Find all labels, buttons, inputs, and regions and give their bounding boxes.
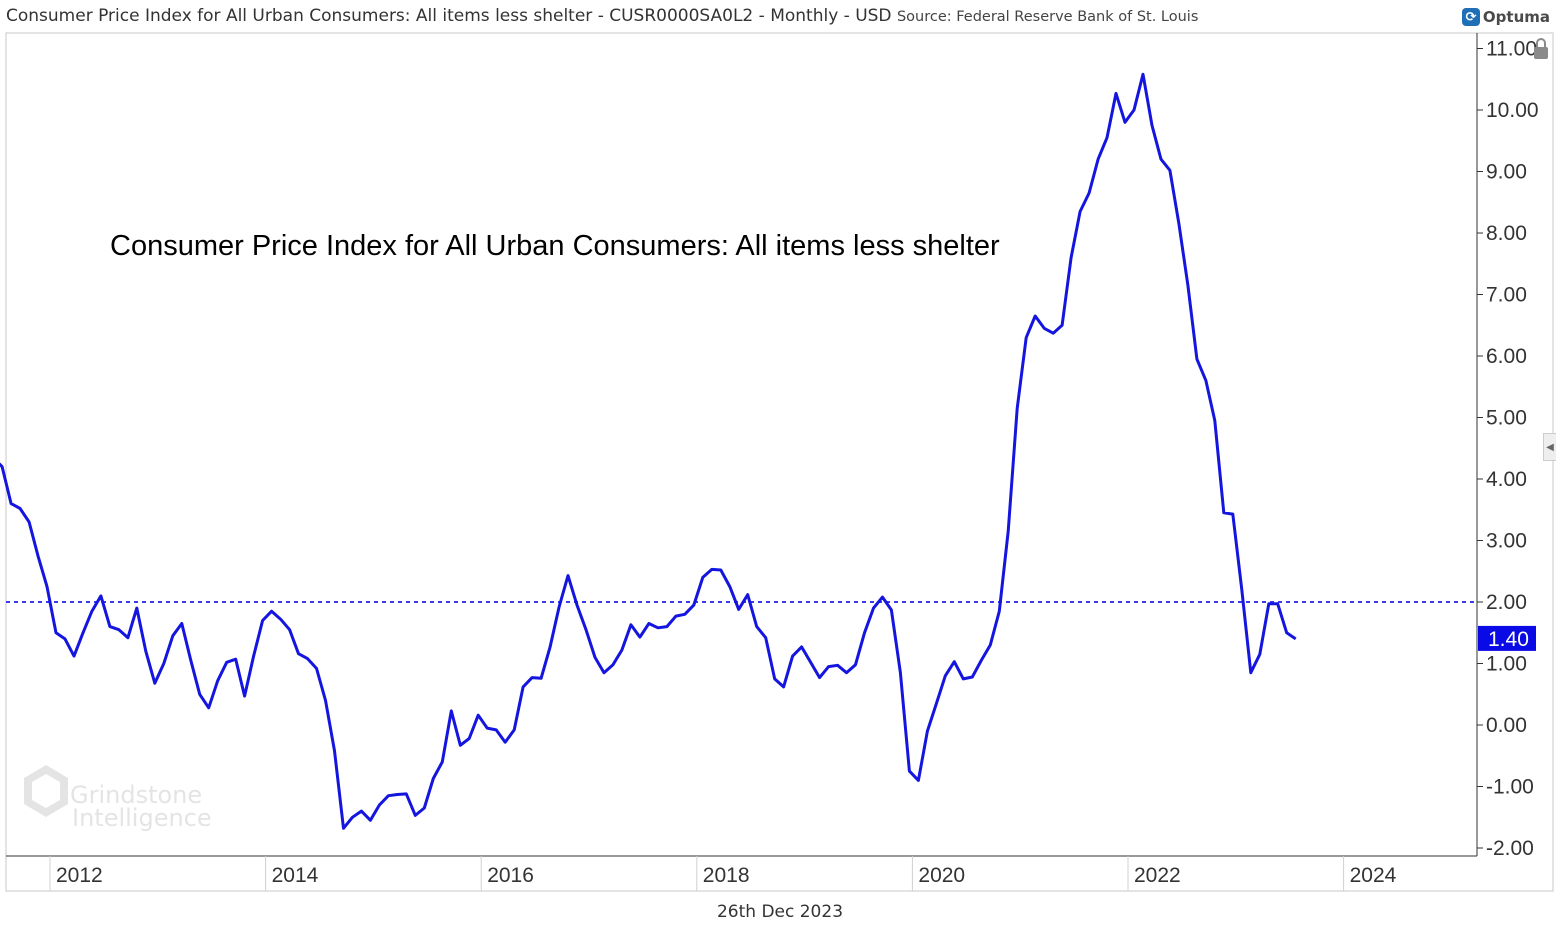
watermark: Grindstone Intelligence (24, 765, 212, 832)
y-tick-label: -1.00 (1486, 776, 1534, 799)
brand: ⟳ Optuma (1461, 5, 1550, 29)
lock-icon[interactable] (1532, 37, 1550, 63)
x-tick-label: 2012 (56, 864, 103, 887)
y-tick-label: 9.00 (1486, 161, 1527, 184)
chart-header: Consumer Price Index for All Urban Consu… (6, 6, 1198, 30)
y-tick-label: 8.00 (1486, 222, 1527, 245)
x-tick-label: 2016 (487, 864, 534, 887)
x-tick-label: 2022 (1134, 864, 1181, 887)
y-tick-label: 7.00 (1486, 284, 1527, 307)
last-value-label: 1.40 (1488, 628, 1529, 651)
plot-area (5, 32, 1554, 892)
last-value-box (1478, 625, 1536, 651)
chart-header-title: Consumer Price Index for All Urban Consu… (6, 6, 892, 26)
y-tick-label: 5.00 (1486, 407, 1527, 430)
y-tick-label: -2.00 (1486, 837, 1534, 860)
collapse-panel-tab[interactable]: ◀ (1543, 433, 1556, 461)
last-value-badge: 1.40 (1478, 625, 1536, 651)
x-tick-label: 2018 (703, 864, 750, 887)
line-chart: Grindstone Intelligence 11.00 10.00 9.00 8.… (0, 32, 1554, 892)
footer-date: 26th Dec 2023 (716, 902, 844, 922)
y-tick-label: 4.00 (1486, 468, 1527, 491)
watermark-line1: Grindstone (70, 781, 202, 809)
chart-title: Consumer Price Index for All Urban Consu… (110, 230, 1000, 262)
series-line (0, 72, 1297, 830)
chart-header-source: Source: Federal Reserve Bank of St. Loui… (896, 9, 1199, 25)
y-tick-label: 11.00 (1486, 38, 1537, 61)
y-tick-label: 3.00 (1486, 530, 1527, 553)
tick-layer: 11.00 10.00 9.00 8.00 7.00 6.00 5.00 4.00 3.00 2.… (49, 38, 1539, 891)
y-tick-label: 2.00 (1486, 591, 1527, 614)
y-tick-label: 1.00 (1486, 653, 1527, 676)
x-tick-label: 2014 (272, 864, 319, 887)
y-tick-label: 6.00 (1486, 345, 1527, 368)
y-tick-label: 10.00 (1486, 99, 1539, 122)
x-tick-label: 2020 (918, 864, 965, 887)
brand-name: Optuma (1482, 8, 1550, 26)
watermark-line2: Intelligence (72, 804, 212, 832)
chevron-left-icon: ◀ (1546, 441, 1554, 453)
optuma-logo-icon: ⟳ (1461, 8, 1480, 26)
x-tick-label: 2024 (1350, 864, 1397, 887)
y-tick-label: 0.00 (1486, 714, 1527, 737)
series-layer (0, 72, 1297, 830)
watermark-logo-icon (24, 765, 68, 817)
